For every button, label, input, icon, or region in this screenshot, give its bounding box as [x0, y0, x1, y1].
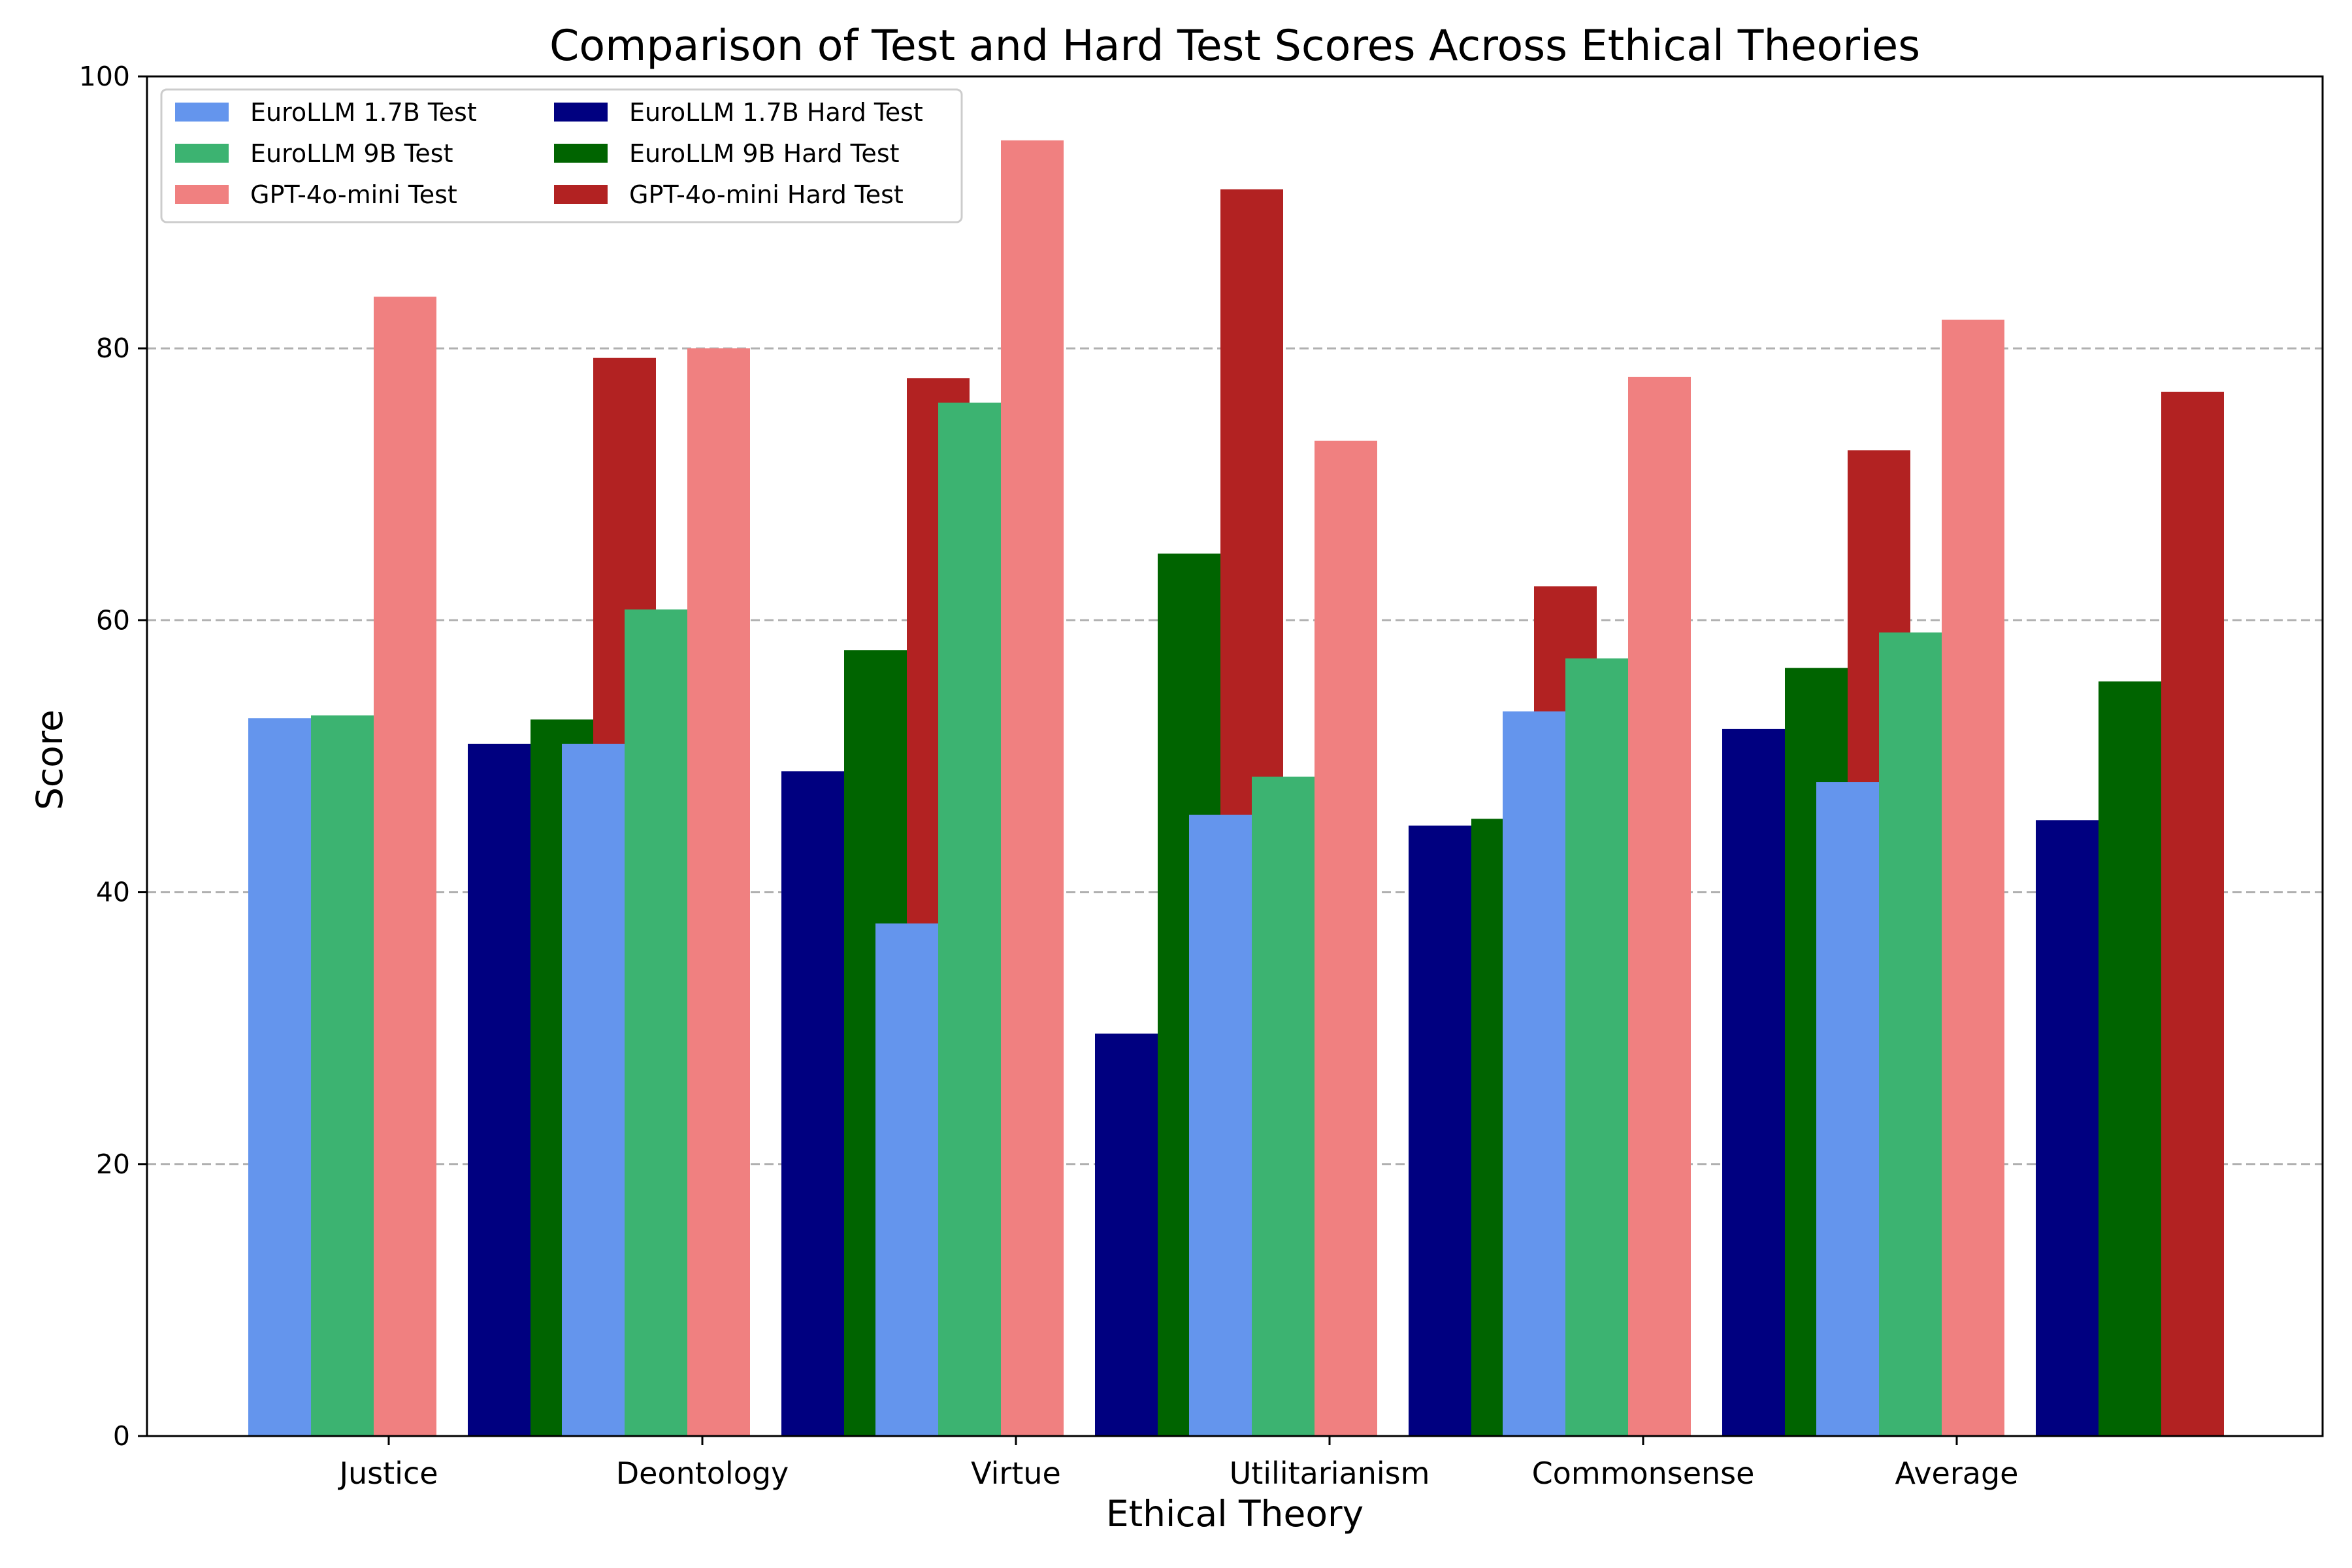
bar-gpt-4o-mini-test-deontology	[687, 348, 750, 1437]
bar-gpt-4o-mini-test-justice	[374, 297, 436, 1436]
y-axis-label: Score	[29, 710, 71, 810]
bars	[248, 140, 2224, 1437]
y-tick-label: 0	[113, 1420, 130, 1452]
x-tick-label: Virtue	[971, 1456, 1061, 1491]
bar-eurollm-9b-test-justice	[311, 715, 374, 1436]
legend-swatch	[554, 103, 608, 122]
bar-gpt-4o-mini-test-average	[1942, 319, 2004, 1436]
bar-eurollm-1-7b-test-virtue	[875, 923, 938, 1436]
bar-gpt-4o-mini-hard-test-average	[2161, 391, 2224, 1436]
legend-label: EuroLLM 1.7B Hard Test	[629, 98, 923, 127]
bar-eurollm-9b-test-commonsense	[1565, 658, 1628, 1437]
bar-eurollm-9b-test-average	[1879, 632, 1942, 1436]
legend-label: EuroLLM 1.7B Test	[250, 98, 477, 127]
bar-eurollm-1-7b-test-deontology	[562, 743, 625, 1436]
legend-swatch	[554, 144, 608, 163]
bar-eurollm-9b-test-utilitarianism	[1252, 776, 1315, 1436]
bar-gpt-4o-mini-test-virtue	[1001, 140, 1064, 1436]
x-tick-label: Utilitarianism	[1230, 1456, 1430, 1491]
y-tick-label: 80	[96, 333, 130, 364]
legend-swatch	[175, 103, 229, 122]
y-tick-label: 100	[79, 61, 130, 92]
bar-eurollm-9b-test-deontology	[625, 609, 687, 1437]
legend-swatch	[175, 144, 229, 163]
bar-gpt-4o-mini-test-commonsense	[1628, 376, 1691, 1436]
bar-eurollm-1-7b-hard-test-virtue	[1095, 1034, 1158, 1436]
bar-eurollm-1-7b-test-commonsense	[1503, 711, 1565, 1436]
bar-eurollm-9b-hard-test-average	[2099, 681, 2161, 1436]
bar-eurollm-1-7b-hard-test-justice	[468, 743, 531, 1436]
y-tick-label: 20	[96, 1149, 130, 1180]
x-tick-label: Deontology	[616, 1456, 789, 1491]
legend: EuroLLM 1.7B Test EuroLLM 9B Test GPT-4o-m…	[160, 88, 963, 223]
x-axis-label: Ethical Theory	[1106, 1493, 1364, 1535]
legend-label: GPT-4o-mini Hard Test	[629, 180, 904, 209]
legend-swatch	[554, 185, 608, 204]
legend-label: EuroLLM 9B Hard Test	[629, 139, 900, 168]
bar-eurollm-1-7b-hard-test-average	[2036, 820, 2099, 1436]
plot-frame	[146, 75, 2324, 1437]
bar-eurollm-9b-test-virtue	[938, 402, 1001, 1437]
bar-eurollm-1-7b-hard-test-utilitarianism	[1409, 825, 1471, 1436]
bar-eurollm-1-7b-test-average	[1816, 782, 1879, 1436]
bar-eurollm-1-7b-test-justice	[248, 718, 311, 1436]
bar-eurollm-1-7b-hard-test-commonsense	[1722, 728, 1785, 1436]
legend-swatch	[175, 185, 229, 204]
x-tick-label: Average	[1895, 1456, 2019, 1491]
y-tick-label: 40	[96, 877, 130, 908]
bar-eurollm-1-7b-test-utilitarianism	[1189, 814, 1252, 1436]
legend-label: GPT-4o-mini Test	[250, 180, 457, 209]
legend-label: EuroLLM 9B Test	[250, 139, 453, 168]
x-tick-label: Commonsense	[1532, 1456, 1755, 1491]
y-axis-ticks: 0 20 40 60 80 100	[79, 61, 147, 1452]
y-tick-label: 60	[96, 604, 130, 636]
bar-gpt-4o-mini-test-utilitarianism	[1315, 440, 1377, 1436]
bar-eurollm-1-7b-hard-test-deontology	[781, 771, 844, 1436]
chart-title: Comparison of Test and Hard Test Scores …	[549, 22, 1920, 71]
x-axis-ticks: Justice Deontology Virtue Utilitarianism Com…	[337, 1436, 2018, 1491]
x-tick-label: Justice	[337, 1456, 438, 1491]
